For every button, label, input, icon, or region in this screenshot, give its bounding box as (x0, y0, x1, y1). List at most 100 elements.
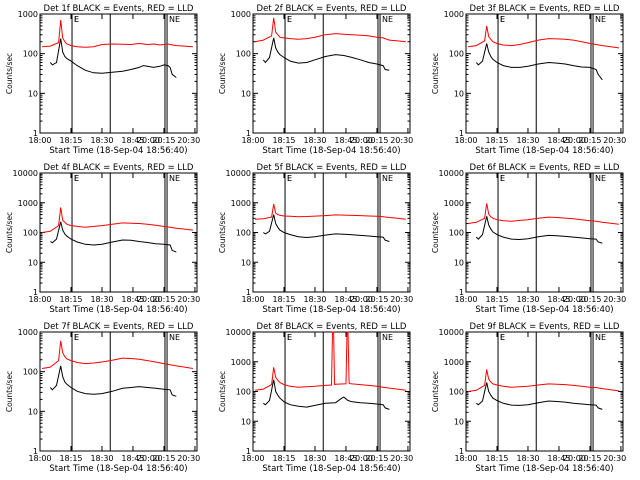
marker-letter: N (595, 333, 601, 342)
y-tick-label: 1 (246, 129, 251, 138)
lld-series-line (42, 20, 193, 48)
lld-series-line (255, 203, 406, 220)
x-tick-label: 18:15 (272, 136, 295, 145)
y-tick-label: 100 (449, 50, 464, 59)
events-series-line (475, 43, 603, 81)
x-tick-label: 20:30 (603, 295, 626, 304)
x-tick-label: 18:15 (59, 454, 82, 463)
x-tick-label: 20:30 (390, 295, 413, 304)
x-tick-label: 18:15 (272, 454, 295, 463)
x-tick-label: 18:00 (28, 136, 51, 145)
lld-series-line (255, 331, 406, 391)
x-tick-label: 20:15 (152, 136, 175, 145)
x-tick-label: 18:15 (59, 295, 82, 304)
plot-frame (465, 13, 624, 134)
x-tick-label: 20:15 (365, 295, 388, 304)
plot-frame (39, 13, 198, 134)
marker-letter: E (287, 333, 292, 342)
y-tick-label: 1000 (231, 358, 251, 367)
panel-title: Det 2f BLACK = Events, RED = LLD (257, 4, 407, 14)
x-tick-label: 20:15 (365, 454, 388, 463)
x-tick-label: 20:00 (137, 295, 160, 304)
y-tick-label: 100 (23, 50, 38, 59)
x-tick-label: 18:45 (547, 454, 570, 463)
events-series-line (49, 365, 177, 397)
plot-frame (252, 331, 411, 452)
y-axis-label: Counts/sec (431, 53, 440, 94)
x-tick-label: 18:15 (485, 454, 508, 463)
x-tick-label: 18:45 (121, 454, 144, 463)
y-tick-label: 1000 (444, 358, 464, 367)
y-tick-label: 10000 (439, 169, 464, 178)
x-tick-label: 18:45 (334, 295, 357, 304)
x-tick-label: 18:15 (272, 295, 295, 304)
panel-title: Det 5f BLACK = Events, RED = LLD (257, 163, 407, 173)
lld-series-line (42, 207, 193, 233)
x-tick-label: 20:30 (603, 454, 626, 463)
panel-title: Det 3f BLACK = Events, RED = LLD (470, 4, 620, 14)
x-axis-label: Start Time (18-Sep-04 18:56:40) (49, 305, 187, 315)
x-tick-label: 18:30 (303, 136, 326, 145)
x-axis-label: Start Time (18-Sep-04 18:56:40) (475, 146, 613, 156)
y-tick-label: 10 (28, 407, 38, 416)
x-tick-label: 18:30 (90, 295, 113, 304)
lld-series-line (468, 369, 619, 392)
marker-letter: E (74, 333, 79, 342)
y-tick-label: 1 (33, 447, 38, 456)
y-tick-label: 1000 (18, 328, 38, 337)
x-tick-label: 18:00 (241, 136, 264, 145)
marker-letter: E (500, 333, 505, 342)
panel-title: Det 9f BLACK = Events, RED = LLD (470, 322, 620, 332)
plot-frame (39, 331, 198, 452)
y-tick-label: 10 (241, 258, 251, 267)
y-axis-label: Counts/sec (218, 53, 227, 94)
marker-letter: E (287, 333, 292, 342)
marker-letter: E (287, 174, 292, 183)
x-tick-label: 20:00 (137, 136, 160, 145)
y-tick-label: 10000 (226, 169, 251, 178)
y-tick-label: 1000 (18, 10, 38, 19)
plot-frame (252, 172, 411, 293)
marker-letter: E (500, 15, 505, 24)
marker-letter: N (169, 15, 175, 24)
y-tick-label: 10000 (226, 328, 251, 337)
x-tick-label: 20:15 (578, 136, 601, 145)
x-tick-label: 20:30 (177, 136, 200, 145)
marker-letter: E (601, 333, 606, 342)
x-tick-label: 18:15 (485, 136, 508, 145)
marker-letter: E (388, 174, 393, 183)
marker-letter: N (382, 174, 388, 183)
x-tick-label: 20:30 (177, 295, 200, 304)
marker-letter: N (169, 174, 175, 183)
marker-letter: E (74, 333, 79, 342)
x-tick-label: 18:00 (241, 295, 264, 304)
x-axis-label: Start Time (18-Sep-04 18:56:40) (475, 464, 613, 474)
x-tick-label: 18:30 (516, 136, 539, 145)
y-tick-label: 10 (454, 417, 464, 426)
y-tick-label: 1000 (444, 10, 464, 19)
panel-title: Det 6f BLACK = Events, RED = LLD (470, 163, 620, 173)
y-tick-label: 1000 (18, 199, 38, 208)
x-tick-label: 18:30 (516, 454, 539, 463)
x-tick-label: 20:00 (563, 295, 586, 304)
marker-letter: E (74, 174, 79, 183)
y-axis-label: Counts/sec (431, 371, 440, 412)
marker-letter: E (175, 15, 180, 24)
x-tick-label: 20:00 (350, 454, 373, 463)
x-tick-label: 20:30 (390, 454, 413, 463)
marker-letter: E (601, 174, 606, 183)
panel-title: Det 1f BLACK = Events, RED = LLD (44, 4, 194, 14)
y-axis-label: Counts/sec (431, 212, 440, 253)
marker-letter: E (388, 15, 393, 24)
x-tick-label: 20:30 (390, 136, 413, 145)
y-tick-label: 10 (454, 258, 464, 267)
marker-letter: N (595, 174, 601, 183)
y-tick-label: 10000 (439, 328, 464, 337)
y-tick-label: 100 (449, 388, 464, 397)
